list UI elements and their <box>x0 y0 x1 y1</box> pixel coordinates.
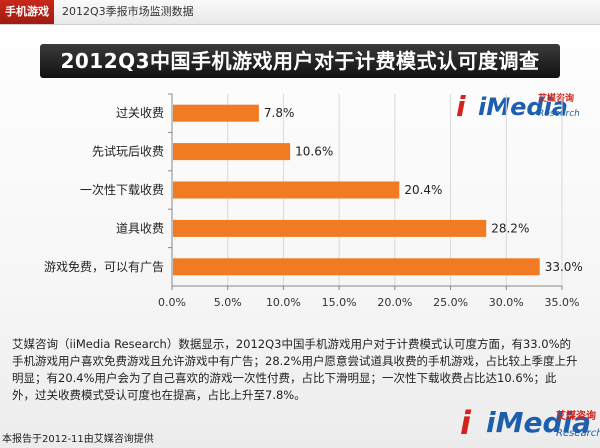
bar <box>173 219 487 237</box>
bar <box>173 104 259 122</box>
logo-en: Research <box>538 109 580 119</box>
x-tick-label: 30.0% <box>489 296 524 309</box>
report-subtitle: 2012Q3季报市场监测数据 <box>62 5 194 18</box>
category-label: 游戏免费，可以有广告 <box>44 259 164 274</box>
data-label: 10.6% <box>295 145 333 159</box>
data-label: 28.2% <box>491 221 529 235</box>
data-label: 20.4% <box>404 183 442 197</box>
x-tick-label: 35.0% <box>545 296 580 309</box>
x-tick-label: 0.0% <box>158 296 186 309</box>
x-tick-label: 10.0% <box>266 296 301 309</box>
iimedia-logo: i iMedia 艾媒咨询 Research <box>456 90 580 128</box>
logo-cn-footer: 艾媒咨询 <box>556 411 596 422</box>
category-label: 道具收费 <box>116 221 164 235</box>
bar <box>173 258 540 276</box>
top-bar: 手机游戏 2012Q3季报市场监测数据 <box>0 0 600 25</box>
bar-chart: 0.0% 5.0% 10.0% 15.0% 20.0% 25.0% 30.0% 35.0% 过关… <box>44 93 583 309</box>
logo-mark-footer: i <box>460 404 471 442</box>
chart-title: 2012Q3中国手机游戏用户对于计费模式认可度调查 <box>40 44 560 78</box>
description-text: 艾媒咨询（iiMedia Research）数据显示，2012Q3中国手机游戏用… <box>12 337 578 402</box>
logo-name-footer: iMedia <box>486 406 591 439</box>
bar <box>173 143 291 161</box>
bar <box>173 181 400 199</box>
x-tick-label: 20.0% <box>377 296 412 309</box>
logo-mark: i <box>456 90 466 123</box>
category-label: 一次性下载收费 <box>80 183 164 197</box>
x-tick-label: 25.0% <box>433 296 468 309</box>
logo-en-footer: Research <box>556 428 600 439</box>
category-tab[interactable]: 手机游戏 <box>0 0 54 24</box>
logo-name: iMedia <box>478 93 568 121</box>
x-tick-label: 15.0% <box>322 296 357 309</box>
data-label: 33.0% <box>545 260 583 274</box>
iimedia-logo-footer: i iMedia 艾媒咨询 Research <box>460 404 600 448</box>
x-tick-label: 5.0% <box>214 296 242 309</box>
category-label: 过关收费 <box>116 106 164 120</box>
footer-note: 本报告于2012-11由艾媒咨询提供 <box>2 434 154 445</box>
data-label: 7.8% <box>264 106 295 120</box>
logo-cn: 艾媒咨询 <box>538 94 575 104</box>
category-label: 先试玩后收费 <box>92 144 164 159</box>
